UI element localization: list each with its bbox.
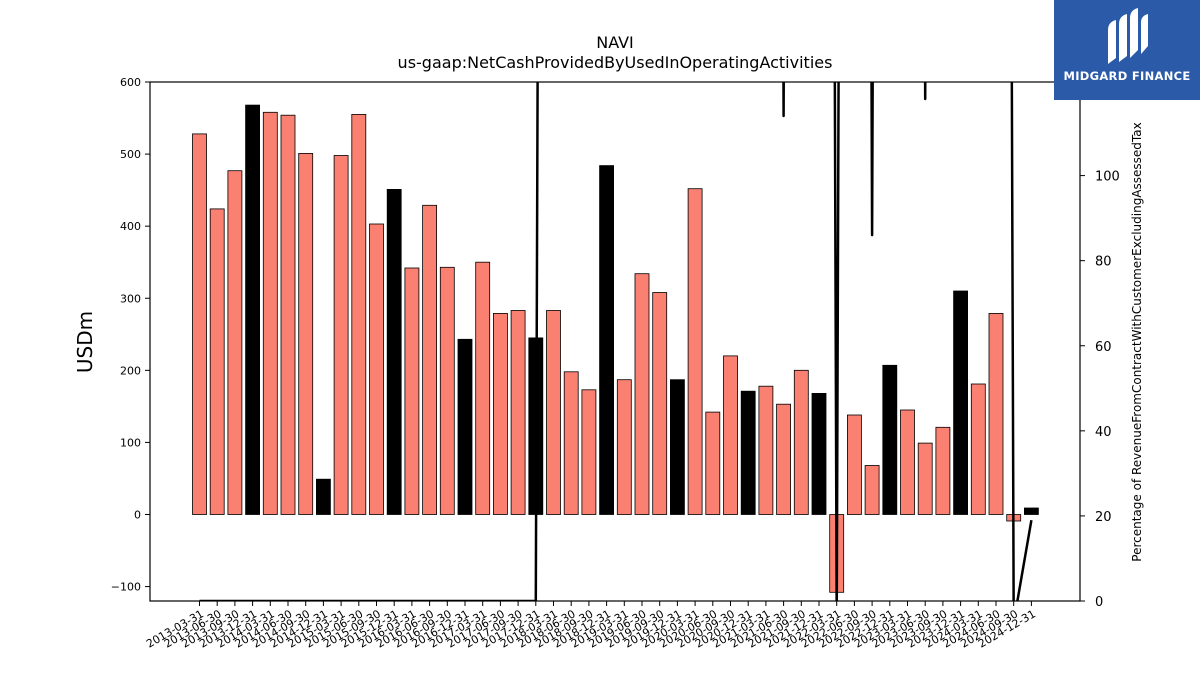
chart-title: NAVI [596, 33, 634, 52]
bar-2022-09-30 [864, 465, 880, 515]
y-tick-label: 600 [120, 76, 141, 89]
bar-2014-03-31 [262, 111, 278, 515]
line-group [199, 82, 1033, 601]
bar-2017-03-31 [475, 261, 491, 515]
bar-2013-12-31 [245, 104, 261, 515]
bar-2023-03-31 [900, 409, 915, 515]
bar-2020-03-31 [687, 188, 703, 515]
plot-frame [149, 81, 1081, 602]
bar-2024-06-30 [988, 312, 1004, 515]
bar-2019-03-31 [616, 379, 632, 515]
y-tick-label: 400 [120, 220, 141, 233]
bar-2016-03-31 [404, 267, 420, 515]
bar-2021-03-31 [758, 385, 774, 515]
bar-2013-06-30 [209, 208, 225, 515]
bar-2020-06-30 [705, 411, 721, 515]
chart-subtitle: us-gaap:NetCashProvidedByUsedInOperating… [398, 53, 833, 72]
bar-2023-06-30 [917, 442, 933, 515]
bar-2023-09-30 [935, 426, 951, 515]
y-tick-label: 500 [120, 148, 141, 161]
brand-name: MIDGARD FINANCE [1063, 69, 1191, 83]
bar-2018-06-30 [563, 371, 579, 515]
bar-2015-03-31 [333, 155, 349, 515]
y2-tick-label: 0 [1095, 595, 1103, 610]
bar-2018-09-30 [581, 389, 597, 515]
series-line [199, 82, 1033, 601]
y2-tick-label: 60 [1095, 340, 1112, 355]
bar-2014-06-30 [280, 114, 296, 515]
y2-axis-label: Percentage of RevenueFromContractWithCus… [1130, 122, 1144, 561]
bar-2018-03-31 [546, 310, 561, 515]
bar-2014-09-30 [298, 152, 314, 515]
y2-tick-label: 20 [1095, 510, 1112, 525]
bar-2017-06-30 [492, 312, 508, 515]
bar-2019-06-30 [634, 273, 650, 515]
bar-group [192, 104, 1039, 593]
y-tick-label: −100 [111, 581, 141, 594]
brand-logo: MIDGARD FINANCE [1054, 0, 1200, 100]
bar-2015-06-30 [351, 114, 367, 515]
y2-tick-label: 100 [1095, 170, 1120, 185]
bar-2019-09-30 [652, 292, 668, 515]
y2-axis: 0 20 40 60 80 100 [1080, 170, 1120, 610]
bar-2016-06-30 [422, 204, 438, 515]
bar-2014-12-31 [315, 478, 331, 515]
bar-2023-12-31 [953, 290, 968, 515]
bar-2013-03-31 [192, 133, 207, 515]
y-tick-label: 300 [120, 292, 141, 305]
bar-2013-09-30 [227, 170, 243, 515]
bar-2022-12-31 [882, 364, 898, 515]
y2-tick-label: 40 [1095, 425, 1112, 440]
bar-2024-12-31 [1024, 507, 1039, 515]
bar-2021-12-31 [811, 392, 827, 515]
y-tick-label: 0 [134, 509, 141, 522]
bar-2015-12-31 [386, 188, 402, 515]
bar-2015-09-30 [369, 223, 384, 515]
y-axis-label: USDm [73, 311, 97, 373]
bar-2017-09-30 [510, 310, 526, 515]
y-tick-label: 100 [120, 436, 141, 449]
bar-2016-12-31 [457, 338, 473, 515]
bar-2019-12-31 [670, 379, 685, 515]
bar-2024-03-31 [970, 383, 986, 515]
y-tick-label: 200 [120, 364, 141, 377]
bar-2022-06-30 [847, 414, 862, 515]
bar-2021-06-30 [776, 403, 791, 515]
x-axis: 2013-03-312013-06-302013-09-302013-12-31… [144, 601, 1038, 651]
bar-2020-12-31 [740, 390, 756, 515]
bar-2020-09-30 [723, 355, 738, 515]
y2-tick-label: 80 [1095, 255, 1112, 270]
midgard-m-logo-icon [1108, 8, 1148, 64]
bar-2018-12-31 [599, 165, 614, 515]
bar-2016-09-30 [439, 266, 455, 515]
y-axis: −100 0 100 200 300 400 500 600 [111, 76, 150, 594]
bar-2021-09-30 [793, 369, 809, 515]
